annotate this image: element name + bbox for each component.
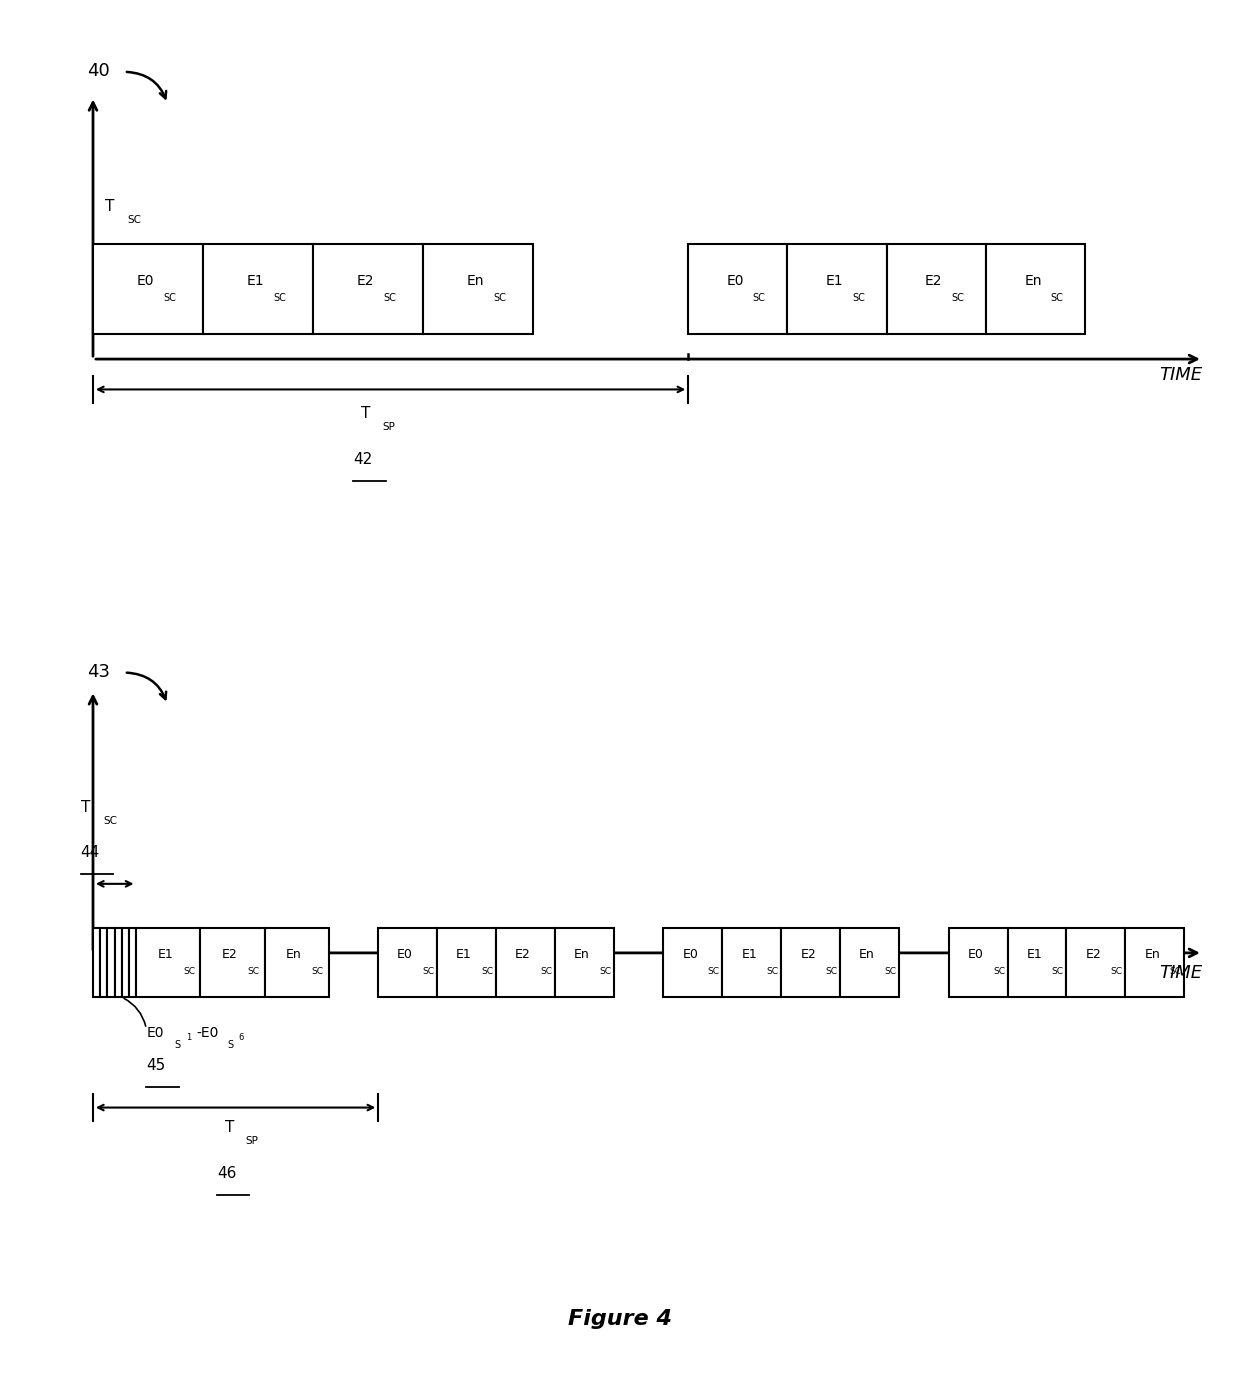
Bar (312, 244, 423, 334)
Text: SC: SC (273, 294, 286, 304)
Text: E0: E0 (146, 1026, 164, 1040)
Text: 40: 40 (87, 62, 109, 80)
Text: 44: 44 (81, 845, 100, 860)
Bar (129, 928, 136, 997)
Text: En: En (286, 947, 303, 961)
Text: E2: E2 (222, 947, 238, 961)
Text: 1: 1 (186, 1033, 191, 1043)
Text: SC: SC (708, 967, 719, 976)
Bar (114, 928, 122, 997)
Text: SP: SP (246, 1137, 258, 1146)
Text: E0: E0 (682, 947, 698, 961)
Bar (423, 244, 533, 334)
Text: SC: SC (541, 967, 552, 976)
Bar (556, 928, 614, 997)
Text: SC: SC (951, 294, 963, 304)
Text: En: En (859, 947, 875, 961)
Bar (201, 928, 264, 997)
Bar (93, 244, 203, 334)
Bar (496, 928, 556, 997)
Bar (1066, 928, 1126, 997)
Text: 42: 42 (353, 452, 373, 467)
Text: Figure 4: Figure 4 (568, 1309, 672, 1329)
Bar (781, 928, 841, 997)
Text: E0: E0 (397, 947, 413, 961)
Bar (688, 244, 787, 334)
Text: TIME: TIME (1159, 366, 1203, 384)
Bar (1007, 928, 1066, 997)
Text: E1: E1 (826, 273, 843, 289)
Bar (203, 244, 312, 334)
Text: SC: SC (766, 967, 779, 976)
Bar (986, 244, 1085, 334)
Bar (93, 928, 100, 997)
Text: E2: E2 (1085, 947, 1101, 961)
Text: SC: SC (884, 967, 897, 976)
Text: S: S (175, 1040, 181, 1050)
Bar (136, 928, 201, 997)
Text: SC: SC (423, 967, 434, 976)
Text: SC: SC (494, 294, 506, 304)
Text: SC: SC (1111, 967, 1122, 976)
Bar (436, 928, 496, 997)
Text: 6: 6 (238, 1033, 243, 1043)
Text: En: En (574, 947, 590, 961)
Text: SC: SC (128, 215, 141, 225)
Text: SC: SC (162, 294, 176, 304)
Text: En: En (1024, 273, 1042, 289)
Text: SC: SC (1050, 294, 1063, 304)
Bar (378, 928, 436, 997)
Text: E0: E0 (967, 947, 983, 961)
Text: SC: SC (311, 967, 324, 976)
Text: En: En (1145, 947, 1161, 961)
Text: SC: SC (599, 967, 611, 976)
Text: SC: SC (993, 967, 1004, 976)
Text: T: T (105, 199, 115, 214)
Text: 45: 45 (146, 1058, 166, 1073)
Text: SC: SC (383, 294, 396, 304)
Text: T: T (224, 1120, 234, 1135)
Text: 46: 46 (217, 1166, 237, 1181)
Text: En: En (467, 273, 485, 289)
Text: E2: E2 (515, 947, 531, 961)
Text: SC: SC (1169, 967, 1182, 976)
Text: E2: E2 (800, 947, 816, 961)
Text: E2: E2 (925, 273, 942, 289)
Text: SP: SP (382, 423, 394, 432)
Bar (722, 928, 781, 997)
Text: SC: SC (184, 967, 196, 976)
Text: E1: E1 (157, 947, 174, 961)
Text: SC: SC (481, 967, 494, 976)
Text: E0: E0 (136, 273, 154, 289)
Text: 41: 41 (105, 244, 125, 260)
Bar (108, 928, 114, 997)
Text: SC: SC (852, 294, 864, 304)
Bar (122, 928, 129, 997)
Bar (1126, 928, 1184, 997)
Text: SC: SC (1052, 967, 1064, 976)
Text: SC: SC (103, 816, 117, 826)
Text: SC: SC (248, 967, 259, 976)
Text: T: T (361, 406, 371, 421)
Text: 43: 43 (87, 663, 110, 681)
Text: E1: E1 (456, 947, 472, 961)
Bar (887, 244, 986, 334)
Text: TIME: TIME (1159, 964, 1203, 982)
Text: E2: E2 (357, 273, 374, 289)
Text: SC: SC (753, 294, 765, 304)
Text: E0: E0 (727, 273, 744, 289)
Text: E1: E1 (247, 273, 264, 289)
Bar (787, 244, 887, 334)
Text: T: T (81, 800, 91, 815)
Bar (264, 928, 329, 997)
Text: E1: E1 (1027, 947, 1043, 961)
Text: E1: E1 (742, 947, 758, 961)
Text: -E0: -E0 (196, 1026, 218, 1040)
Bar (841, 928, 899, 997)
Bar (663, 928, 722, 997)
Text: S: S (227, 1040, 233, 1050)
Text: SC: SC (826, 967, 837, 976)
Bar (100, 928, 108, 997)
Bar (949, 928, 1007, 997)
